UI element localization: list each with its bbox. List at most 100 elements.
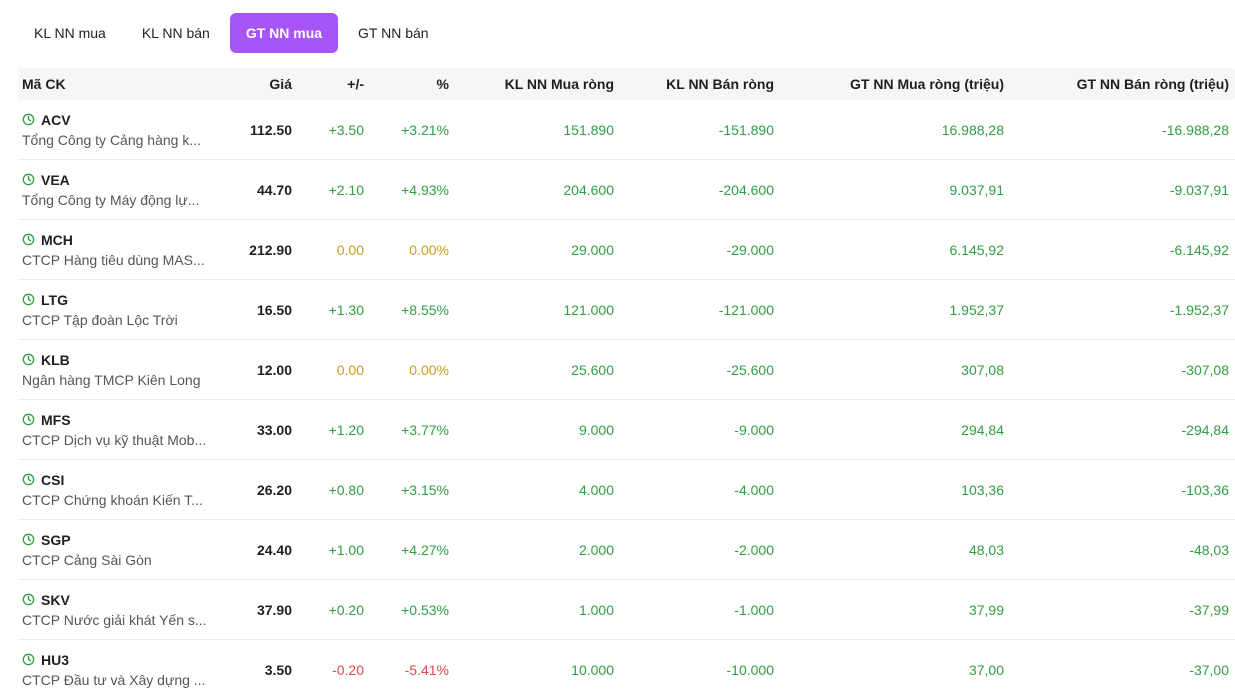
price-cell: 37.90 xyxy=(256,601,292,618)
foreign-trading-table: Mã CK Giá +/- % KL NN Mua ròng KL NN Bán… xyxy=(18,68,1235,692)
clock-icon xyxy=(22,233,35,246)
header-gt-sell[interactable]: GT NN Bán ròng (triệu) xyxy=(1076,76,1229,92)
gt-sell-cell: -294,84 xyxy=(1181,421,1229,438)
symbol-cell: MFS CTCP Dịch vụ kỹ thuật Mob... xyxy=(18,410,223,450)
kl-buy-cell: 29.000 xyxy=(571,241,614,258)
gt-buy-cell: 48,03 xyxy=(968,541,1004,558)
stock-symbol[interactable]: MCH xyxy=(41,231,73,248)
table-row[interactable]: VEA Tổng Công ty Máy động lự... 44.70 +2.10… xyxy=(18,160,1235,220)
header-kl-buy[interactable]: KL NN Mua ròng xyxy=(504,76,614,92)
stock-symbol[interactable]: VEA xyxy=(41,171,70,188)
tab-kl-nn-mua[interactable]: KL NN mua xyxy=(34,25,106,41)
kl-buy-cell: 9.000 xyxy=(578,421,614,438)
header-percent[interactable]: % xyxy=(436,76,449,92)
gt-buy-cell: 294,84 xyxy=(961,421,1004,438)
gt-sell-cell: -37,00 xyxy=(1189,661,1229,678)
kl-buy-cell: 4.000 xyxy=(578,481,614,498)
gt-buy-cell: 16.988,28 xyxy=(941,121,1004,138)
header-gt-buy[interactable]: GT NN Mua ròng (triệu) xyxy=(850,76,1004,92)
tab-gt-nn-ban[interactable]: GT NN bán xyxy=(358,25,429,41)
table-row[interactable]: LTG CTCP Tập đoàn Lộc Trời 16.50 +1.30 +8.55… xyxy=(18,280,1235,340)
header-kl-sell[interactable]: KL NN Bán ròng xyxy=(666,76,774,92)
clock-icon xyxy=(22,533,35,546)
stock-symbol[interactable]: CSI xyxy=(41,471,65,488)
table-row[interactable]: KLB Ngân hàng TMCP Kiên Long 12.00 0.00 0.00… xyxy=(18,340,1235,400)
kl-buy-cell: 204.600 xyxy=(563,181,614,198)
kl-sell-cell: -4.000 xyxy=(734,481,774,498)
kl-buy-cell: 151.890 xyxy=(563,121,614,138)
table-row[interactable]: SGP CTCP Cảng Sài Gòn 24.40 +1.00 +4.27% 2.00… xyxy=(18,520,1235,580)
change-cell: +1.30 xyxy=(328,301,364,318)
change-cell: -0.20 xyxy=(332,661,364,678)
clock-icon xyxy=(22,653,35,666)
kl-sell-cell: -29.000 xyxy=(726,241,774,258)
kl-sell-cell: -25.600 xyxy=(726,361,774,378)
price-cell: 3.50 xyxy=(264,661,292,678)
price-cell: 24.40 xyxy=(256,541,292,558)
change-cell: +0.20 xyxy=(328,601,364,618)
company-name: Tổng Công ty Máy động lự... xyxy=(22,191,200,208)
gt-buy-cell: 103,36 xyxy=(961,481,1004,498)
gt-sell-cell: -307,08 xyxy=(1181,361,1229,378)
change-cell: +1.00 xyxy=(328,541,364,558)
percent-cell: -5.41% xyxy=(404,661,449,678)
header-price[interactable]: Giá xyxy=(269,76,292,92)
percent-cell: +8.55% xyxy=(401,301,449,318)
stock-symbol[interactable]: SKV xyxy=(41,591,70,608)
table-row[interactable]: HU3 CTCP Đầu tư và Xây dựng ... 3.50 -0.20 -… xyxy=(18,640,1235,692)
tab-gt-nn-mua[interactable]: GT NN mua xyxy=(229,13,339,53)
change-cell: +2.10 xyxy=(328,181,364,198)
gt-sell-cell: -103,36 xyxy=(1181,481,1229,498)
gt-buy-cell: 1.952,37 xyxy=(949,301,1005,318)
change-cell: +3.50 xyxy=(328,121,364,138)
stock-symbol[interactable]: ACV xyxy=(41,111,71,128)
kl-sell-cell: -121.000 xyxy=(718,301,774,318)
stock-symbol[interactable]: HU3 xyxy=(41,651,70,668)
price-cell: 12.00 xyxy=(256,361,292,378)
gt-sell-cell: -16.988,28 xyxy=(1162,121,1229,138)
price-cell: 44.70 xyxy=(256,181,292,198)
symbol-cell: VEA Tổng Công ty Máy động lự... xyxy=(18,170,223,210)
filter-tabs: KL NN mua KL NN bán GT NN mua GT NN bán xyxy=(18,13,449,53)
tab-kl-nn-ban[interactable]: KL NN bán xyxy=(141,25,210,41)
kl-sell-cell: -204.600 xyxy=(718,181,774,198)
table-row[interactable]: MFS CTCP Dịch vụ kỹ thuật Mob... 33.00 +1.2… xyxy=(18,400,1235,460)
table-row[interactable]: CSI CTCP Chứng khoán Kiến T... 26.20 +0.80 +… xyxy=(18,460,1235,520)
price-cell: 112.50 xyxy=(249,121,292,138)
symbol-cell: KLB Ngân hàng TMCP Kiên Long xyxy=(18,350,223,390)
gt-sell-cell: -48,03 xyxy=(1189,541,1229,558)
price-cell: 212.90 xyxy=(249,241,292,258)
company-name: Tổng Công ty Cảng hàng k... xyxy=(22,131,201,148)
header-change[interactable]: +/- xyxy=(347,76,364,92)
price-cell: 33.00 xyxy=(256,421,292,438)
table-row[interactable]: MCH CTCP Hàng tiêu dùng MAS... 212.90 0.00 0… xyxy=(18,220,1235,280)
percent-cell: +3.21% xyxy=(401,121,449,138)
clock-icon xyxy=(22,113,35,126)
stock-symbol[interactable]: LTG xyxy=(41,291,68,308)
table-row[interactable]: ACV Tổng Công ty Cảng hàng k... 112.50 +3.5… xyxy=(18,100,1235,160)
gt-buy-cell: 6.145,92 xyxy=(949,241,1005,258)
stock-symbol[interactable]: MFS xyxy=(41,411,71,428)
kl-buy-cell: 2.000 xyxy=(578,541,614,558)
gt-sell-cell: -6.145,92 xyxy=(1169,241,1229,258)
kl-buy-cell: 121.000 xyxy=(563,301,614,318)
gt-buy-cell: 9.037,91 xyxy=(949,181,1005,198)
clock-icon xyxy=(22,593,35,606)
percent-cell: +4.27% xyxy=(401,541,449,558)
percent-cell: 0.00% xyxy=(409,241,449,258)
symbol-cell: SKV CTCP Nước giải khát Yến s... xyxy=(18,590,223,630)
company-name: CTCP Cảng Sài Gòn xyxy=(22,551,152,568)
percent-cell: +3.77% xyxy=(401,421,449,438)
change-cell: 0.00 xyxy=(336,241,364,258)
kl-buy-cell: 10.000 xyxy=(571,661,614,678)
stock-symbol[interactable]: SGP xyxy=(41,531,71,548)
kl-buy-cell: 1.000 xyxy=(578,601,614,618)
symbol-cell: SGP CTCP Cảng Sài Gòn xyxy=(18,530,223,570)
symbol-cell: HU3 CTCP Đầu tư và Xây dựng ... xyxy=(18,650,223,690)
table-row[interactable]: SKV CTCP Nước giải khát Yến s... 37.90 +0.2… xyxy=(18,580,1235,640)
header-symbol[interactable]: Mã CK xyxy=(22,76,66,92)
symbol-cell: CSI CTCP Chứng khoán Kiến T... xyxy=(18,470,223,510)
stock-symbol[interactable]: KLB xyxy=(41,351,70,368)
clock-icon xyxy=(22,293,35,306)
kl-buy-cell: 25.600 xyxy=(571,361,614,378)
